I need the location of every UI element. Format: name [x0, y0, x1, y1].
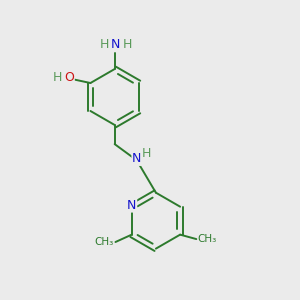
- Text: H: H: [142, 147, 151, 160]
- Text: N: N: [127, 199, 136, 212]
- Text: CH₃: CH₃: [198, 234, 217, 244]
- Text: H: H: [123, 38, 132, 51]
- Text: H: H: [100, 38, 110, 51]
- Text: N: N: [132, 152, 141, 165]
- Text: O: O: [64, 70, 74, 84]
- Text: CH₃: CH₃: [95, 237, 114, 247]
- Text: H: H: [53, 70, 62, 84]
- Text: N: N: [111, 38, 120, 51]
